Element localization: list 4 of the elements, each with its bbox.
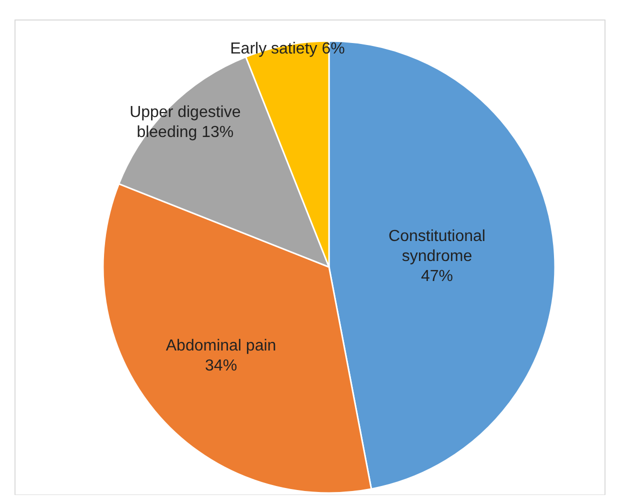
slice-label: Abdominal pain bbox=[166, 338, 276, 355]
slice-label: Constitutional syndrome bbox=[388, 228, 486, 266]
data-label: 47% bbox=[420, 268, 454, 286]
data-label: 34% bbox=[205, 358, 238, 375]
